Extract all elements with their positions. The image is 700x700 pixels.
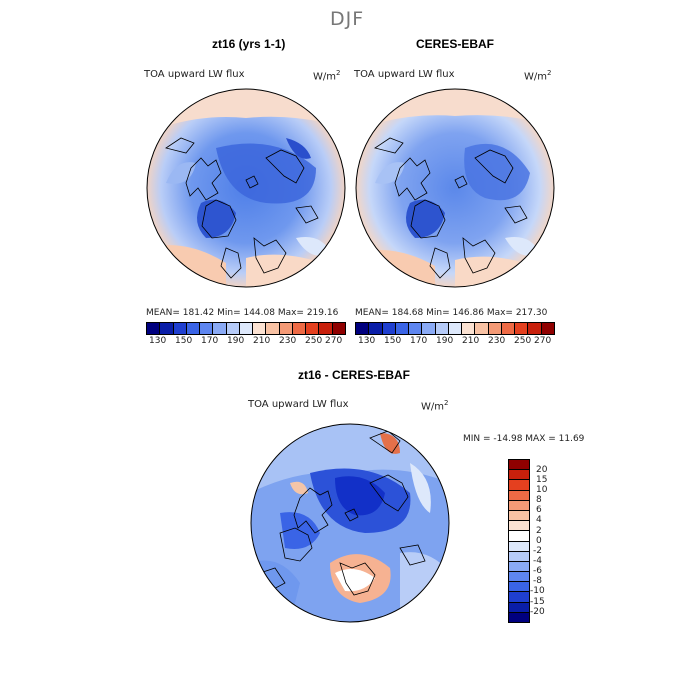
panel-2-tick: 210: [462, 336, 480, 346]
dswatch: [509, 612, 529, 622]
panel-2-tick: 230: [488, 336, 506, 346]
swatch: [173, 323, 187, 334]
panel-1-tick: 210: [253, 336, 271, 346]
swatch: [213, 323, 227, 334]
panel-2-tick: 270: [534, 336, 552, 346]
panel-2-tick: 190: [436, 336, 454, 346]
dswatch: [509, 541, 529, 552]
swatch: [382, 323, 396, 334]
panel-2-tick: 130: [358, 336, 376, 346]
swatch: [292, 323, 307, 334]
dswatch: [509, 470, 529, 481]
diff-panel-title: zt16 - CERES-EBAF: [298, 368, 411, 382]
swatch: [226, 323, 240, 334]
panel-1-variable: TOA upward LW flux: [144, 69, 245, 80]
swatch: [528, 323, 542, 334]
swatch: [462, 323, 476, 334]
dswatch: [509, 510, 529, 522]
diff-tick: 2: [536, 526, 542, 536]
swatch: [501, 323, 516, 334]
panel-1-tick: 170: [201, 336, 219, 346]
dswatch: [509, 582, 529, 593]
diff-tick: 0: [536, 536, 542, 546]
swatch: [332, 323, 345, 334]
dswatch: [509, 572, 529, 583]
diff-polar-map: [250, 423, 450, 623]
diff-tick: 10: [536, 485, 548, 495]
panel-2-tick: 150: [384, 336, 402, 346]
diff-tick: 20: [536, 465, 548, 475]
panel-2-units: W/m2: [524, 69, 552, 83]
diff-colorbar: [508, 459, 530, 623]
dswatch: [509, 521, 529, 532]
swatch: [279, 323, 293, 334]
swatch: [160, 323, 174, 334]
swatch: [266, 323, 280, 334]
dswatch: [509, 500, 529, 511]
diff-tick: 8: [536, 495, 542, 505]
panel-2-tick: 250: [514, 336, 532, 346]
dswatch: [509, 602, 529, 613]
diff-panel-variable: TOA upward LW flux: [248, 399, 349, 410]
diff-tick: -8: [533, 576, 542, 586]
panel-1-colorbar: [146, 322, 346, 335]
panel-1-tick: 150: [175, 336, 193, 346]
dswatch: [509, 592, 529, 603]
swatch: [239, 323, 254, 334]
diff-panel-stats: MIN = -14.98 MAX = 11.69: [463, 434, 585, 444]
diff-tick: -15: [530, 597, 545, 607]
swatch: [395, 323, 410, 334]
dswatch: [509, 480, 529, 491]
panel-1-title: zt16 (yrs 1-1): [212, 37, 286, 51]
swatch: [448, 323, 463, 334]
season-title: DJF: [330, 8, 365, 30]
diff-tick: -2: [533, 546, 542, 556]
panel-2-polar-map: [355, 88, 555, 288]
swatch: [200, 323, 214, 334]
panel-2-colorbar: [355, 322, 555, 335]
diff-tick: -4: [533, 556, 542, 566]
diff-tick: -6: [533, 566, 542, 576]
swatch: [475, 323, 489, 334]
dswatch: [509, 561, 529, 573]
panel-1-tick: 250: [305, 336, 323, 346]
panel-2-stats: MEAN= 184.68 Min= 146.86 Max= 217.30: [355, 308, 548, 318]
panel-1-units: W/m2: [313, 69, 341, 83]
swatch: [488, 323, 502, 334]
diff-tick: 15: [536, 475, 548, 485]
swatch: [147, 323, 161, 334]
diff-panel-units: W/m2: [421, 399, 449, 413]
swatch: [369, 323, 383, 334]
dswatch: [509, 551, 529, 562]
swatch: [435, 323, 449, 334]
swatch: [356, 323, 370, 334]
swatch: [409, 323, 423, 334]
panel-1-tick: 230: [279, 336, 297, 346]
swatch: [319, 323, 333, 334]
panel-2-variable: TOA upward LW flux: [354, 69, 455, 80]
dswatch: [509, 531, 529, 542]
swatch: [186, 323, 201, 334]
diff-tick: 6: [536, 505, 542, 515]
panel-2-tick: 170: [410, 336, 428, 346]
panel-1-stats: MEAN= 181.42 Min= 144.08 Max= 219.16: [146, 308, 339, 318]
panel-1-tick: 270: [325, 336, 343, 346]
swatch: [541, 323, 554, 334]
diff-tick: 4: [536, 515, 542, 525]
diff-tick: -20: [530, 607, 545, 617]
swatch: [422, 323, 436, 334]
swatch: [515, 323, 529, 334]
panel-2-title: CERES-EBAF: [416, 37, 495, 51]
swatch: [253, 323, 267, 334]
panel-1-polar-map: [146, 88, 346, 288]
dswatch: [509, 490, 529, 501]
swatch: [306, 323, 320, 334]
diff-tick: -10: [530, 586, 545, 596]
panel-1-tick: 190: [227, 336, 245, 346]
panel-1-tick: 130: [149, 336, 167, 346]
dswatch: [509, 460, 529, 471]
